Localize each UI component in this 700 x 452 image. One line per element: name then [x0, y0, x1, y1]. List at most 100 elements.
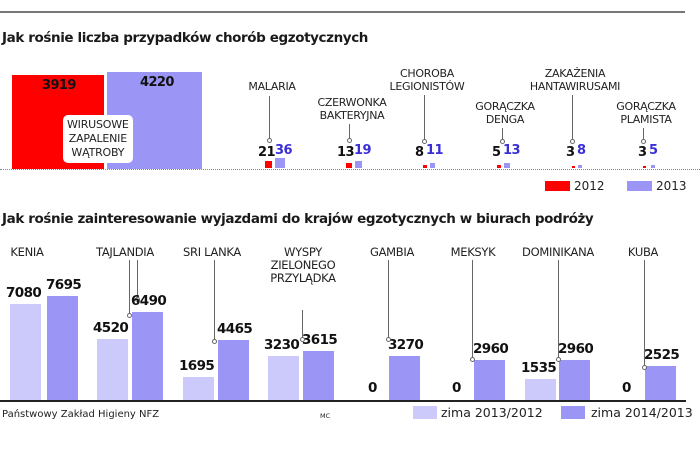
bar-2013 — [651, 165, 655, 168]
category-label: GAMBIA — [369, 245, 415, 259]
legend-label-2012: 2012 — [574, 179, 605, 193]
value-winter-2013-2012: 0 — [622, 380, 631, 396]
category-label: GORĄCZKA DENGA — [475, 100, 535, 126]
chart1-title: Jak rośnie liczba przypadków chorób egzo… — [2, 30, 369, 46]
legend-label-winter-2013-2012: zima 2013/2012 — [441, 405, 543, 420]
value-2013 c2013: 8 — [577, 143, 586, 158]
legend-swatch-2013 — [627, 181, 652, 191]
value-2012: 5 — [492, 145, 501, 160]
value-winter-2014-2013: 6490 — [131, 293, 167, 309]
value-winter-2014-2013: 7695 — [46, 277, 82, 293]
bar-2012 — [497, 165, 501, 168]
category-label: WYSPY ZIELONEGO PRZYLĄDKA — [270, 245, 336, 285]
bar-winter-2013-2012 — [525, 379, 556, 400]
leader-line — [422, 95, 427, 144]
source-note: Państwowy Zakład Higieny NFZ — [2, 409, 160, 420]
bar-winter-2014-2013 — [389, 356, 420, 400]
bar-winter-2014-2013 — [559, 360, 590, 400]
value-winter-2013-2012: 3230 — [264, 337, 300, 353]
category-label: MALARIA — [248, 80, 296, 93]
chart1-baseline — [0, 169, 700, 170]
leader-line — [135, 260, 140, 302]
bar-winter-2014-2013 — [645, 366, 676, 400]
bar-2013 — [578, 165, 582, 168]
value-2012: 3919 — [42, 78, 76, 93]
value-2013: 4220 — [140, 75, 174, 90]
value-winter-2013-2012: 1535 — [521, 360, 557, 376]
legend-label-winter-2014-2013: zima 2014/2013 — [591, 405, 693, 420]
bar-winter-2013-2012 — [10, 304, 41, 400]
bar-winter-2014-2013 — [132, 312, 163, 400]
bar-2013 — [504, 163, 510, 168]
category-label: GORĄCZKA PLAMISTA — [616, 100, 676, 126]
bar-winter-2014-2013 — [474, 360, 505, 400]
bar-2013 — [355, 161, 362, 168]
bar-winter-2014-2013 — [47, 296, 78, 400]
legend-label-2013: 2013 — [656, 179, 687, 193]
category-label: CZERWONKA BAKTERYJNA — [317, 96, 387, 122]
bar-winter-2013-2012 — [97, 339, 128, 400]
value-winter-2014-2013: 4465 — [217, 321, 253, 337]
leader-line — [500, 128, 505, 144]
value-winter-2013-2012: 0 — [452, 380, 461, 396]
value-2013 c2013: 19 — [354, 143, 372, 158]
legend-swatch-winter-2013-2012 — [413, 406, 437, 419]
value-2012: 3 — [566, 145, 575, 160]
value-2012: 13 — [337, 145, 355, 160]
bar-2012 — [643, 166, 646, 168]
leader-line — [556, 260, 561, 362]
value-winter-2013-2012: 7080 — [6, 285, 42, 301]
author-initials: MC — [320, 412, 331, 420]
value-winter-2014-2013: 2960 — [473, 341, 509, 357]
hepatitis-label-line: WĄTROBY — [71, 146, 125, 159]
legend-swatch-winter-2014-2013 — [561, 406, 585, 419]
value-2012: 3 — [638, 145, 647, 160]
bar-2013 — [430, 163, 435, 168]
legend-swatch-2012 — [545, 181, 570, 191]
bar-2012 — [265, 161, 272, 168]
leader-line — [570, 95, 575, 144]
value-2013 c2013: 13 — [503, 143, 521, 158]
hepatitis-label-line: WIRUSOWE — [67, 118, 129, 131]
chart2-baseline — [0, 400, 686, 402]
hepatitis-label-line: ZAPALENIE — [68, 132, 127, 145]
leader-line — [300, 310, 305, 342]
category-label: TAJLANDIA — [96, 245, 154, 259]
value-2012: 8 — [415, 145, 424, 160]
leader-line — [386, 260, 391, 342]
bar-2012 — [572, 166, 575, 168]
category-label: KUBA — [627, 245, 659, 259]
value-winter-2013-2012: 1695 — [179, 358, 215, 374]
category-label: MEKSYK — [450, 245, 496, 259]
value-winter-2013-2012: 0 — [368, 380, 377, 396]
value-2012: 21 — [258, 145, 276, 160]
bar-winter-2013-2012 — [183, 377, 214, 400]
value-winter-2014-2013: 2525 — [644, 347, 680, 363]
category-label: KENIA — [10, 245, 44, 259]
bar-2013 — [275, 158, 285, 168]
leader-line — [127, 260, 132, 318]
value-winter-2013-2012: 4520 — [93, 320, 129, 336]
bar-winter-2014-2013 — [303, 351, 334, 400]
value-winter-2014-2013: 3270 — [388, 337, 424, 353]
top-rule — [0, 11, 685, 13]
value-winter-2014-2013: 3615 — [302, 332, 338, 348]
category-label: DOMINIKANA — [522, 245, 594, 259]
leader-line — [267, 96, 272, 143]
value-2013 c2013: 5 — [649, 143, 658, 158]
leader-line — [470, 260, 475, 362]
category-label: SRI LANKA — [183, 245, 241, 259]
category-label: CHOROBA LEGIONISTÓW — [389, 67, 465, 93]
bar-winter-2014-2013 — [218, 340, 249, 400]
value-2013 c2013: 36 — [275, 143, 293, 158]
bar-2012 — [346, 163, 352, 168]
chart2-title: Jak rośnie zainteresowanie wyjazdami do … — [2, 211, 594, 227]
bar-winter-2013-2012 — [268, 356, 299, 400]
hepatitis-label: WIRUSOWE ZAPALENIE WĄTROBY — [63, 115, 133, 163]
leader-line — [212, 260, 217, 344]
category-label: ZAKAŻENIA HANTAWIRUSAMI — [529, 67, 621, 93]
bar-2012 — [423, 165, 427, 168]
leader-line — [347, 124, 352, 143]
value-2013 c2013: 11 — [426, 143, 444, 158]
leader-line — [642, 260, 647, 370]
